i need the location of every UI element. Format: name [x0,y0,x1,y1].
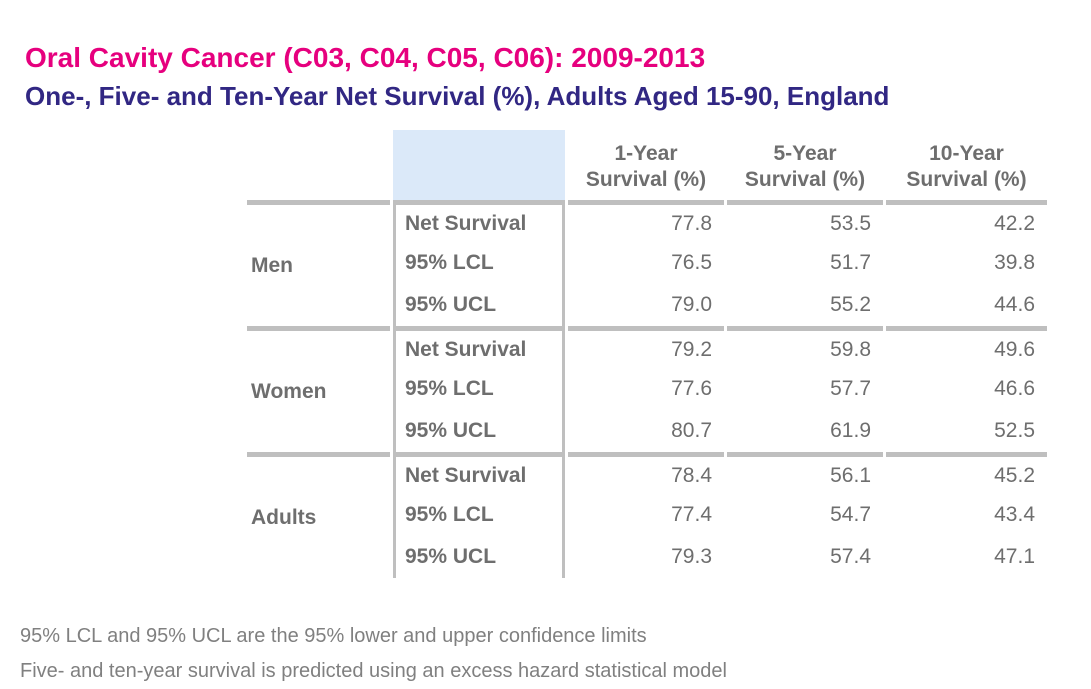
row-label-cell: 95% LCL [393,368,565,410]
value-cell: 55.2 [830,293,871,316]
row-label-cell: 95% UCL [393,284,565,326]
table-row: 95% UCL 79.3 57.4 47.1 [247,536,1047,578]
table-row: Women Net Survival 79.2 59.8 49.6 [247,326,1047,403]
value-cell: 59.8 [727,326,883,368]
col-header-5-year: 5-Year Survival (%) [727,130,883,200]
table-row: 95% UCL 80.7 61.9 52.5 [247,410,1047,452]
value-cell: 79.0 [671,293,712,316]
table-row: 95% LCL 77.4 54.7 43.4 [247,494,1047,536]
value-cell: 80.7 [671,419,712,442]
table-row: 95% LCL 77.6 57.7 46.6 [247,368,1047,410]
value-cell: 56.1 [727,452,883,494]
col-header-line: 5-Year [773,142,837,165]
value-cell: 53.5 [727,200,883,242]
value-cell: 61.9 [830,419,871,442]
col-header-10-year: 10-Year Survival (%) [886,130,1047,200]
value-cell: 77.6 [671,377,712,400]
value-cell: 54.7 [830,503,871,526]
value-cell: 78.4 [568,452,724,494]
value-cell: 77.4 [671,503,712,526]
survival-table: 1-Year Survival (%) 5-Year Survival (%) … [244,130,1050,578]
value-cell: 76.5 [671,251,712,274]
row-label-cell: Net Survival [393,452,565,494]
value-cell: 46.6 [994,377,1035,400]
row-label-cell: Net Survival [393,326,565,368]
value-cell: 44.6 [994,293,1035,316]
col-header-line: Survival (%) [744,168,866,191]
group-label-adults: Adults [247,452,390,578]
table-row: Men Net Survival 77.8 53.5 42.2 [247,200,1047,277]
value-cell: 42.2 [886,200,1047,242]
value-cell: 57.4 [830,545,871,568]
table-row: Adults Net Survival 78.4 56.1 45.2 [247,452,1047,529]
table-row: 95% LCL 76.5 51.7 39.8 [247,242,1047,284]
row-label-cell: Net Survival [393,200,565,242]
header-spacer-cell [393,130,565,200]
group-label-women: Women [247,326,390,452]
row-label-cell: 95% UCL [393,536,565,578]
value-cell: 52.5 [994,419,1035,442]
value-cell: 79.3 [671,545,712,568]
group-label-men: Men [247,200,390,326]
col-header-line: 1-Year [614,142,678,165]
col-header-line: Survival (%) [585,168,707,191]
value-cell: 49.6 [886,326,1047,368]
header-row: 1-Year Survival (%) 5-Year Survival (%) … [247,130,1047,200]
value-cell: 39.8 [994,251,1035,274]
value-cell: 45.2 [886,452,1047,494]
page-title: Oral Cavity Cancer (C03, C04, C05, C06):… [25,42,706,73]
table-row: 95% UCL 79.0 55.2 44.6 [247,284,1047,326]
value-cell: 47.1 [994,545,1035,568]
row-label-cell: 95% LCL [393,494,565,536]
col-header-line: Survival (%) [906,168,1027,191]
value-cell: 43.4 [994,503,1035,526]
row-label-cell: 95% LCL [393,242,565,284]
footnotes: 95% LCL and 95% UCL are the 95% lower an… [20,619,727,689]
footnote-line-2: Five- and ten-year survival is predicted… [20,660,727,682]
col-header-1-year: 1-Year Survival (%) [568,130,724,200]
header-empty-cell [247,130,390,200]
value-cell: 77.8 [568,200,724,242]
footnote-line-1: 95% LCL and 95% UCL are the 95% lower an… [20,625,647,647]
col-header-line: 10-Year [929,142,1004,165]
page-subtitle: One-, Five- and Ten-Year Net Survival (%… [25,81,890,111]
value-cell: 79.2 [568,326,724,368]
value-cell: 57.7 [830,377,871,400]
value-cell: 51.7 [830,251,871,274]
row-label-cell: 95% UCL [393,410,565,452]
